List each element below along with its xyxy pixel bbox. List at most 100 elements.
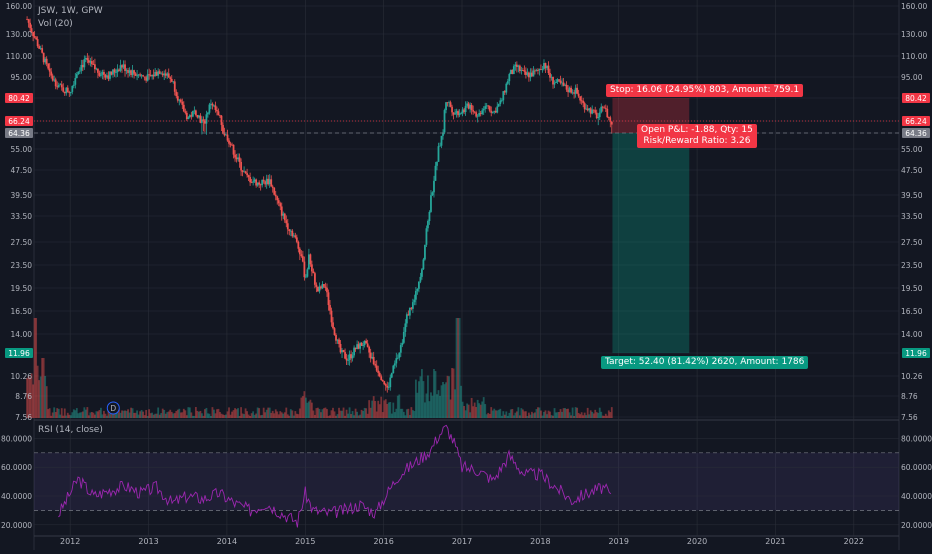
- stop-label[interactable]: Stop: 16.06 (24.95%) 803, Amount: 759.1: [606, 84, 804, 97]
- price-tick-label: 14.00: [901, 330, 923, 339]
- volume-bar: [375, 411, 378, 418]
- price-tag-text: 64.36: [8, 129, 30, 138]
- candle-body: [344, 352, 346, 359]
- candle-body: [75, 74, 78, 79]
- volume-indicator-label[interactable]: Vol (20): [38, 19, 73, 29]
- candle-body: [98, 72, 101, 76]
- rsi-tick-label: 40.0000: [1, 492, 32, 501]
- volume-bar: [598, 407, 601, 418]
- candle-body: [89, 61, 92, 63]
- volume-bar: [318, 408, 321, 418]
- candle-body: [499, 100, 502, 105]
- volume-bar: [100, 407, 102, 418]
- right-price-axis[interactable]: 160.00 130.00 110.00 95.00 80.42 66.24 64.36 55…: [901, 2, 930, 422]
- candle-body: [547, 65, 550, 74]
- candle-body: [137, 74, 140, 76]
- dividend-marker[interactable]: D: [106, 401, 120, 415]
- volume-bar: [27, 376, 30, 418]
- volume-bar: [341, 410, 343, 418]
- candle-body: [294, 235, 297, 238]
- candle-body: [544, 63, 547, 69]
- candle-body: [327, 292, 330, 306]
- volume-bar: [534, 412, 536, 418]
- volume-bar: [51, 412, 54, 418]
- volume-bar: [535, 409, 538, 418]
- volume-bar: [543, 411, 545, 418]
- candle-body: [250, 182, 253, 184]
- candle-body: [63, 91, 66, 94]
- price-tick-label: 23.50: [11, 261, 33, 270]
- candle-body: [210, 103, 212, 105]
- price-tag-text: 66.24: [905, 117, 927, 126]
- volume-bar: [169, 409, 172, 418]
- candle-body: [609, 117, 612, 122]
- candle-body: [261, 179, 264, 186]
- candle-body: [405, 314, 408, 324]
- candle-body: [200, 119, 203, 123]
- volume-bar: [380, 396, 383, 418]
- candle-body: [84, 58, 87, 60]
- candle-body: [576, 87, 579, 94]
- volume-bars: [26, 318, 613, 418]
- candle-body: [532, 70, 535, 77]
- volume-bar: [586, 407, 589, 418]
- volume-bar: [179, 412, 182, 418]
- target-label[interactable]: Target: 52.40 (81.42%) 2620, Amount: 178…: [601, 356, 809, 369]
- volume-bar: [342, 407, 345, 418]
- candle-body: [473, 111, 476, 113]
- candle-body: [347, 359, 349, 361]
- volume-bar: [378, 404, 381, 418]
- candle-body: [330, 310, 333, 323]
- volume-bar: [157, 407, 160, 418]
- volume-bar: [600, 411, 603, 418]
- candle-body: [371, 356, 374, 359]
- candle-body: [243, 171, 245, 173]
- volume-bar: [267, 407, 270, 418]
- price-tick-label: 16.50: [901, 307, 923, 316]
- price-tag-text: 64.36: [905, 129, 927, 138]
- time-axis[interactable]: 2012 2013 2014 2015 2016 2017 2018 2019 2020 2021…: [60, 537, 864, 546]
- candle-body: [190, 115, 193, 117]
- volume-bar: [286, 414, 289, 418]
- open-pnl-box[interactable]: Open P&L: -1.88, Qty: 15 Risk/Reward Rat…: [637, 124, 757, 148]
- volume-bar: [475, 407, 478, 418]
- volume-bar: [338, 407, 340, 418]
- rsi-indicator-label[interactable]: RSI (14, close): [38, 425, 103, 435]
- candle-body: [152, 74, 155, 77]
- volume-bar: [232, 410, 235, 418]
- candle-body: [271, 186, 274, 188]
- volume-bar: [458, 318, 461, 418]
- volume-bar: [154, 413, 157, 418]
- candle-body: [181, 101, 184, 105]
- candle-body: [365, 340, 368, 344]
- candle-body: [594, 110, 597, 113]
- volume-bar: [255, 413, 258, 418]
- volume-bar: [439, 395, 441, 418]
- volume-bar: [118, 409, 120, 418]
- candle-body: [514, 64, 517, 67]
- volume-bar: [191, 415, 194, 418]
- symbol-title[interactable]: JSW, 1W, GPW: [38, 6, 103, 16]
- price-tick-label: 7.56: [15, 413, 32, 422]
- candle-body: [179, 99, 182, 102]
- volume-bar: [33, 318, 36, 418]
- candle-body: [30, 28, 33, 33]
- volume-bar: [268, 407, 271, 418]
- price-tag-64-36: [902, 128, 930, 138]
- volume-bar: [389, 401, 392, 418]
- candle-body: [158, 71, 161, 74]
- volume-bar: [332, 407, 334, 418]
- take-profit-zone: [612, 133, 690, 353]
- volume-bar: [208, 413, 211, 418]
- candle-body: [604, 107, 607, 109]
- candle-body: [97, 68, 99, 73]
- rsi-line: [58, 424, 612, 528]
- price-tag-text: 66.24: [8, 117, 30, 126]
- candle-body: [425, 228, 428, 245]
- volume-bar: [541, 415, 544, 418]
- candle-body: [312, 271, 315, 274]
- candle-body: [428, 211, 431, 221]
- candle-body: [389, 377, 392, 388]
